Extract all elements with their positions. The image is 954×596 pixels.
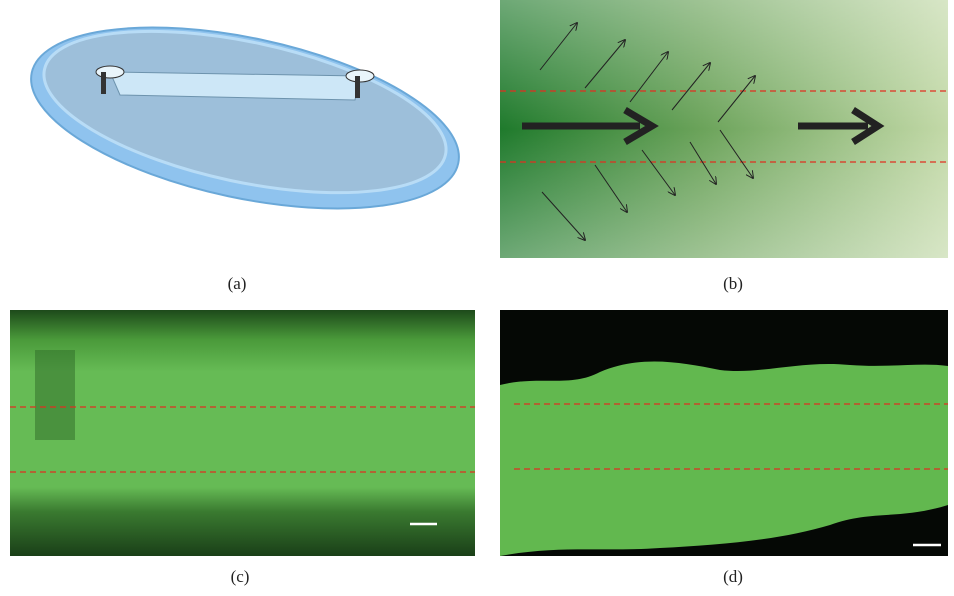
fluorescence-image-c (10, 310, 475, 556)
panel-label: (c) (231, 567, 250, 586)
dish-illustration (15, 0, 475, 242)
flow-diagram (500, 0, 948, 258)
panel-label: (b) (723, 274, 743, 293)
figure: (a) (b) (c) (d) (0, 0, 954, 596)
panel-label: (a) (228, 274, 247, 293)
fluorescence-image-d (500, 310, 948, 556)
panel-label: (d) (723, 567, 743, 586)
